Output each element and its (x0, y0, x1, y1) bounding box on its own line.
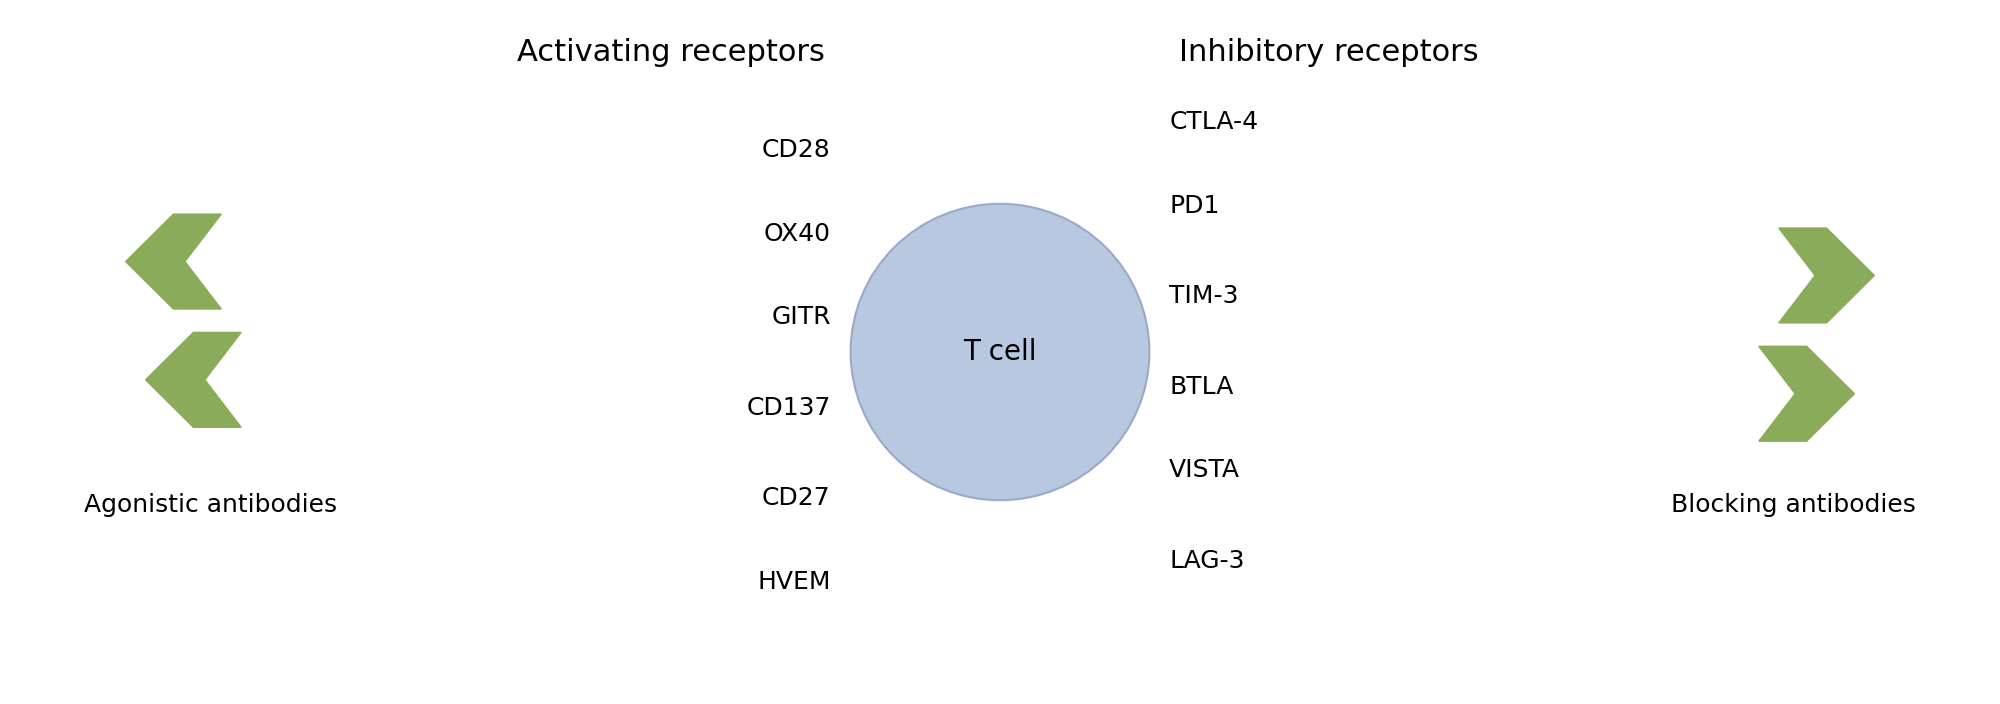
Text: T cell: T cell (964, 338, 1036, 366)
Polygon shape (126, 214, 222, 309)
Polygon shape (1758, 346, 1854, 441)
Text: CD28: CD28 (762, 138, 830, 162)
Ellipse shape (850, 203, 1150, 501)
Text: Blocking antibodies: Blocking antibodies (1672, 493, 1916, 517)
Text: VISTA: VISTA (1170, 458, 1240, 482)
Text: BTLA: BTLA (1170, 375, 1234, 398)
Text: LAG-3: LAG-3 (1170, 548, 1244, 572)
Text: Inhibitory receptors: Inhibitory receptors (1178, 38, 1478, 68)
Text: Activating receptors: Activating receptors (518, 38, 826, 68)
Text: OX40: OX40 (764, 222, 830, 246)
Text: CD27: CD27 (762, 486, 830, 510)
Text: CTLA-4: CTLA-4 (1170, 111, 1258, 134)
Text: Agonistic antibodies: Agonistic antibodies (84, 493, 336, 517)
Text: TIM-3: TIM-3 (1170, 284, 1238, 308)
Polygon shape (146, 332, 242, 427)
Text: CD137: CD137 (746, 396, 830, 420)
Text: PD1: PD1 (1170, 194, 1220, 218)
Polygon shape (1778, 228, 1874, 323)
Text: HVEM: HVEM (758, 570, 830, 593)
Text: GITR: GITR (772, 306, 830, 329)
